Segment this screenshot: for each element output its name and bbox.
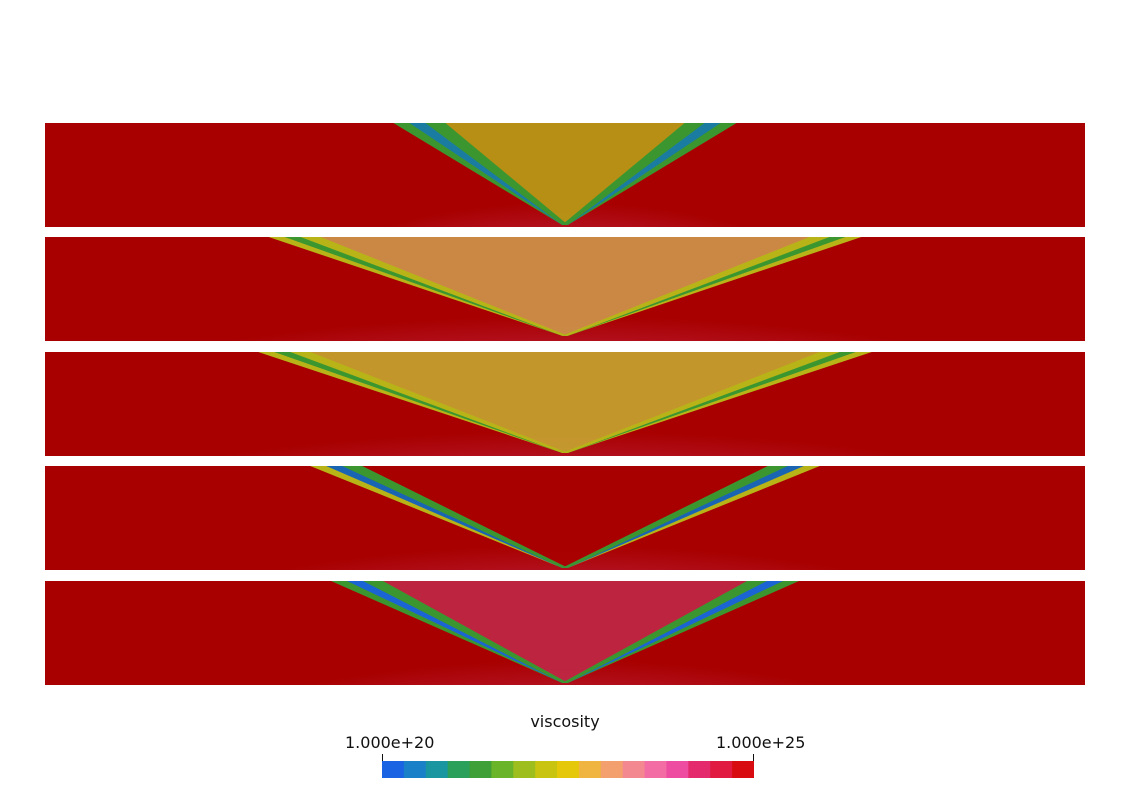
viscosity-panel-4	[45, 466, 1085, 570]
colorbar-min-tick	[382, 754, 383, 762]
colorbar-max-tick	[753, 754, 754, 762]
viscosity-panel-1	[45, 123, 1085, 227]
colorbar-title: viscosity	[530, 712, 600, 731]
viscosity-panel-3	[45, 352, 1085, 456]
viscosity-panel-2	[45, 237, 1085, 341]
viscosity-panel-5	[45, 581, 1085, 685]
colorbar-max-label: 1.000e+25	[716, 733, 806, 752]
colorbar	[382, 761, 755, 778]
colorbar-min-label: 1.000e+20	[345, 733, 435, 752]
